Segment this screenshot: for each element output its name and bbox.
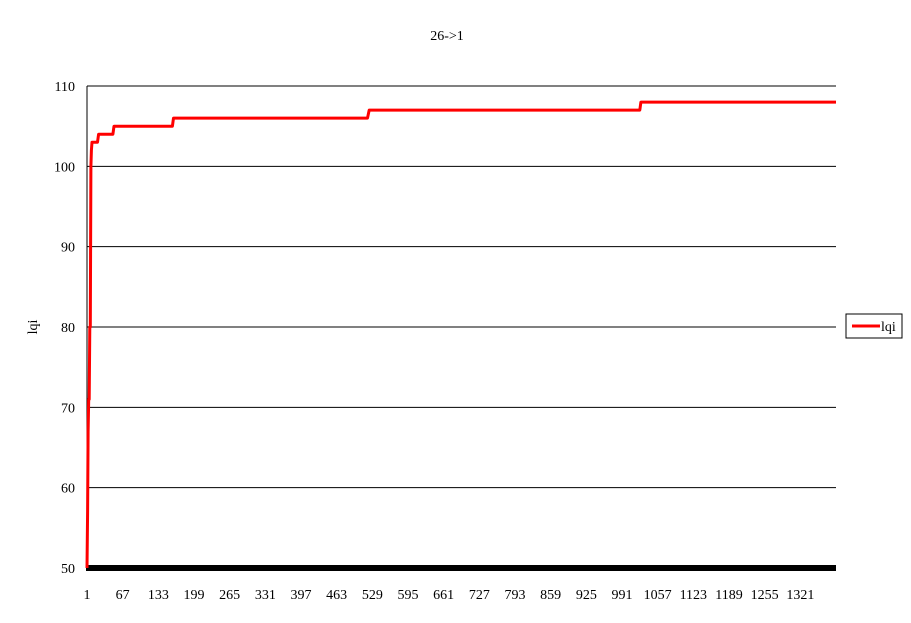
x-tick-label-331: 331: [255, 588, 276, 603]
series-line-lqi: [85, 100, 836, 569]
x-tick-label-1057: 1057: [644, 588, 672, 603]
x-tick-label-661: 661: [433, 588, 454, 603]
x-tick-label-991: 991: [612, 588, 633, 603]
x-tick-label-265: 265: [219, 588, 240, 603]
legend: lqi: [845, 313, 903, 339]
x-tick-label-67: 67: [116, 588, 130, 603]
plot-area: [85, 100, 836, 569]
x-tick-label-595: 595: [398, 588, 419, 603]
y-tick-label-110: 110: [55, 80, 75, 95]
y-tick-label-80: 80: [61, 321, 75, 336]
y-axis-label: lqi: [26, 320, 41, 335]
y-tick-label-100: 100: [54, 160, 75, 175]
y-axis-ticks: 50 60 70 80 90 100 110: [54, 80, 75, 577]
x-tick-label-925: 925: [576, 588, 597, 603]
x-axis-baseline: [86, 565, 836, 571]
y-tick-label-90: 90: [61, 241, 75, 256]
legend-label-lqi: lqi: [881, 320, 896, 335]
x-tick-label-463: 463: [326, 588, 347, 603]
x-tick-label-529: 529: [362, 588, 383, 603]
y-tick-label-70: 70: [61, 401, 75, 416]
y-tick-label-50: 50: [61, 562, 75, 577]
x-tick-label-1: 1: [84, 588, 91, 603]
y-tick-label-60: 60: [61, 482, 75, 497]
x-tick-label-133: 133: [148, 588, 169, 603]
x-tick-label-1255: 1255: [751, 588, 779, 603]
x-tick-label-727: 727: [469, 588, 490, 603]
chart-title: 26->1: [430, 29, 464, 44]
x-tick-label-793: 793: [505, 588, 526, 603]
x-tick-label-1123: 1123: [680, 588, 707, 603]
gridlines: [86, 85, 836, 571]
x-tick-label-1189: 1189: [715, 588, 742, 603]
x-tick-label-199: 199: [184, 588, 205, 603]
x-tick-label-1321: 1321: [786, 588, 814, 603]
x-axis-ticks: 1 67 133 199 265 331 397 463 529 595 661 727 793 859 9…: [84, 588, 815, 603]
x-tick-label-397: 397: [291, 588, 312, 603]
x-tick-label-859: 859: [540, 588, 561, 603]
